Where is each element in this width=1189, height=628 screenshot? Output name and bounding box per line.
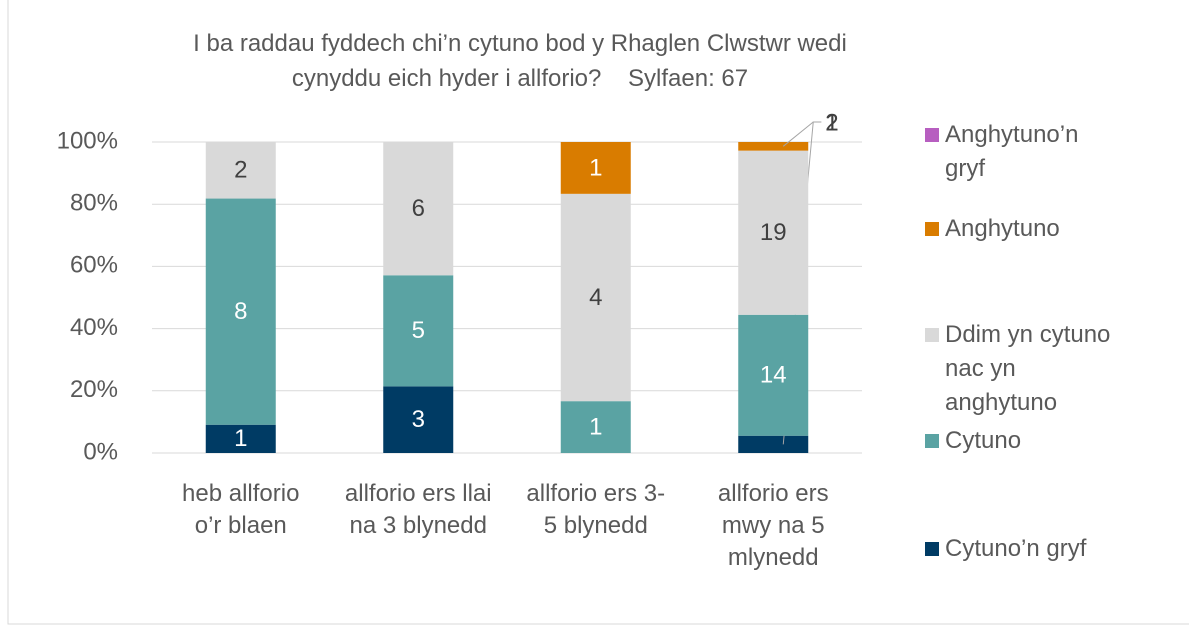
legend-swatch	[925, 128, 939, 142]
bar-segment	[383, 142, 454, 276]
legend-item: Cytuno’n gryf	[925, 532, 1125, 566]
data-label: 8	[234, 298, 247, 325]
y-tick-label: 40%	[70, 314, 118, 341]
y-tick-label: 100%	[57, 127, 118, 154]
bar-segment	[560, 142, 631, 194]
data-label: 1	[234, 425, 247, 452]
chart-title: I ba raddau fyddech chi’n cytuno bod y R…	[193, 30, 847, 57]
data-label: 6	[412, 195, 425, 222]
bar-segment	[205, 198, 276, 425]
chart-title: cynyddu eich hyder i allforio? Sylfaen: …	[291, 65, 749, 92]
bar-segment	[383, 275, 454, 387]
x-tick-label: heb allforio o’r blaen	[182, 480, 300, 539]
y-tick-label: 80%	[70, 190, 118, 217]
bar-segment	[738, 435, 809, 453]
x-tick-label: allforio ers llai na 3 blynedd	[344, 480, 492, 539]
legend-swatch	[925, 222, 939, 236]
x-tick-label: allforio ers 3-5 blynedd	[526, 480, 666, 539]
legend-item: Anghytuno	[925, 212, 1125, 246]
legend-swatch	[925, 434, 939, 448]
bar-segment	[383, 386, 454, 453]
data-label: 1	[589, 413, 602, 440]
bar-segment	[205, 424, 276, 453]
bar-segment	[738, 150, 809, 315]
bar-segment	[560, 401, 631, 453]
legend-item: Anghytuno’n gryf	[925, 118, 1125, 186]
frame	[7, 0, 1189, 625]
y-tick-label: 60%	[70, 252, 118, 279]
y-tick-label: 20%	[70, 376, 118, 403]
y-tick-label: 0%	[83, 438, 118, 465]
data-label: 2	[825, 109, 838, 136]
data-label: 1	[825, 109, 838, 136]
legend-swatch	[925, 542, 939, 556]
legend-label: Anghytuno	[945, 215, 1060, 242]
data-label: 3	[412, 406, 425, 433]
legend-label: Cytuno	[945, 427, 1022, 454]
legend-swatch	[925, 328, 939, 342]
bar-segment	[560, 193, 631, 402]
data-label: 19	[760, 219, 787, 246]
data-label: 1	[589, 154, 602, 181]
legend-label: Cytuno’n gryf	[945, 535, 1087, 562]
data-label: 4	[589, 284, 602, 311]
legend-label: Anghytuno’n gryf	[945, 121, 1079, 182]
leader-line	[782, 121, 822, 147]
legend-label: Ddim yn cytuno nac yn anghytuno	[945, 321, 1111, 416]
bar-segment	[205, 142, 276, 199]
data-label: 2	[234, 157, 247, 184]
legend-item: Ddim yn cytuno nac yn anghytuno	[925, 318, 1125, 420]
data-label: 5	[412, 317, 425, 344]
bar-segment	[738, 142, 809, 151]
x-tick-label: allforio ers mwy na 5 mlynedd	[717, 480, 829, 571]
bar-segment	[738, 314, 809, 436]
legend-item: Cytuno	[925, 424, 1125, 458]
data-label: 14	[760, 362, 787, 389]
